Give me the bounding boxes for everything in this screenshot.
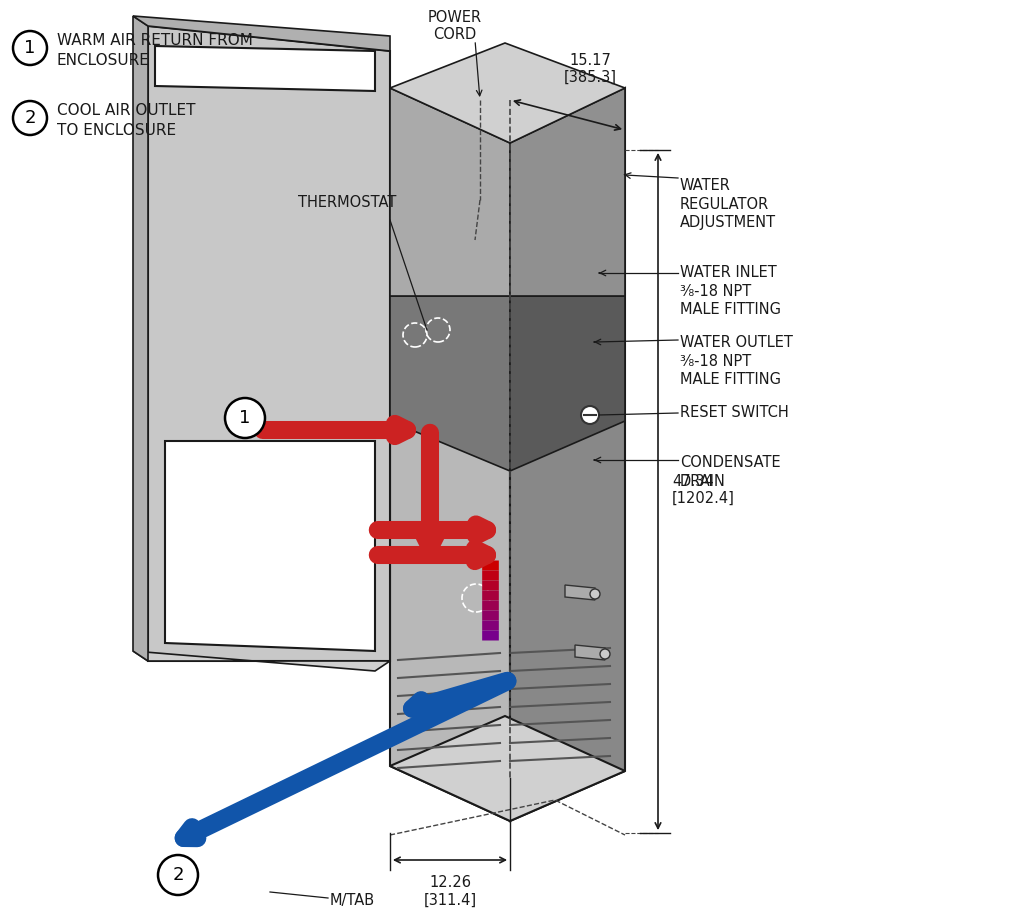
Text: 2: 2: [172, 866, 183, 884]
Circle shape: [13, 31, 47, 65]
Circle shape: [600, 649, 610, 659]
Polygon shape: [133, 16, 148, 661]
Polygon shape: [575, 645, 605, 660]
Text: 1: 1: [25, 39, 36, 57]
Text: RESET SWITCH: RESET SWITCH: [680, 405, 788, 421]
Polygon shape: [390, 88, 510, 296]
Polygon shape: [148, 26, 390, 661]
Text: WARM AIR RETURN FROM
ENCLOSURE: WARM AIR RETURN FROM ENCLOSURE: [57, 33, 253, 68]
Text: WATER
REGULATOR
ADJUSTMENT: WATER REGULATOR ADJUSTMENT: [680, 178, 776, 230]
Text: 1: 1: [240, 409, 251, 427]
Polygon shape: [390, 88, 510, 821]
Polygon shape: [510, 88, 625, 296]
Text: COOL AIR OUTLET
TO ENCLOSURE: COOL AIR OUTLET TO ENCLOSURE: [57, 103, 196, 138]
Text: POWER
CORD: POWER CORD: [428, 10, 482, 42]
Text: M/TAB: M/TAB: [330, 892, 375, 907]
Polygon shape: [165, 441, 375, 651]
Text: CONDENSATE
DRAIN: CONDENSATE DRAIN: [680, 455, 780, 489]
Circle shape: [581, 406, 599, 424]
Polygon shape: [133, 651, 390, 671]
Text: WATER OUTLET
³⁄₈-18 NPT
MALE FITTING: WATER OUTLET ³⁄₈-18 NPT MALE FITTING: [680, 335, 793, 387]
Text: WATER INLET
³⁄₈-18 NPT
MALE FITTING: WATER INLET ³⁄₈-18 NPT MALE FITTING: [680, 265, 781, 317]
Polygon shape: [133, 16, 390, 51]
Circle shape: [590, 589, 600, 599]
Polygon shape: [510, 88, 625, 821]
Text: THERMOSTAT: THERMOSTAT: [298, 195, 396, 210]
Text: 47.34
[1202.4]: 47.34 [1202.4]: [672, 473, 735, 507]
Circle shape: [13, 101, 47, 135]
Polygon shape: [565, 585, 595, 600]
Circle shape: [225, 398, 265, 438]
Polygon shape: [390, 716, 625, 821]
Polygon shape: [390, 296, 510, 471]
Text: 15.17
[385.3]: 15.17 [385.3]: [563, 52, 616, 85]
Polygon shape: [510, 296, 625, 471]
Polygon shape: [155, 46, 375, 91]
Circle shape: [158, 855, 198, 895]
Text: 2: 2: [25, 109, 36, 127]
Polygon shape: [390, 43, 625, 143]
Text: 12.26
[311.4]: 12.26 [311.4]: [424, 875, 476, 907]
